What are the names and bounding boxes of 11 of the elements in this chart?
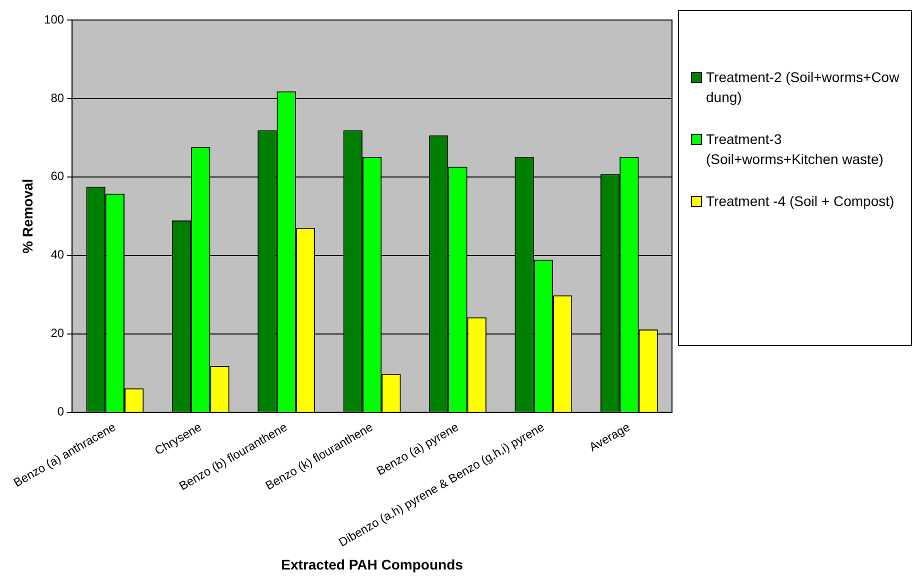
legend-label: Treatment-2 (Soil+worms+Cow dung) — [706, 68, 900, 107]
y-tick-label: 100 — [44, 12, 64, 26]
y-tick-label: 60 — [50, 169, 64, 184]
y-axis-title: % Removal — [20, 178, 36, 254]
legend-label: Treatment-3 (Soil+worms+Kitchen waste) — [706, 130, 884, 169]
x-axis-title: Extracted PAH Compounds — [281, 556, 464, 572]
y-tick-label: 0 — [57, 404, 64, 419]
legend-label: Treatment -4 (Soil + Compost) — [706, 192, 894, 211]
y-tick-label: 40 — [50, 248, 64, 262]
y-tick-label: 20 — [50, 326, 64, 340]
y-tick-label: 80 — [50, 90, 64, 105]
